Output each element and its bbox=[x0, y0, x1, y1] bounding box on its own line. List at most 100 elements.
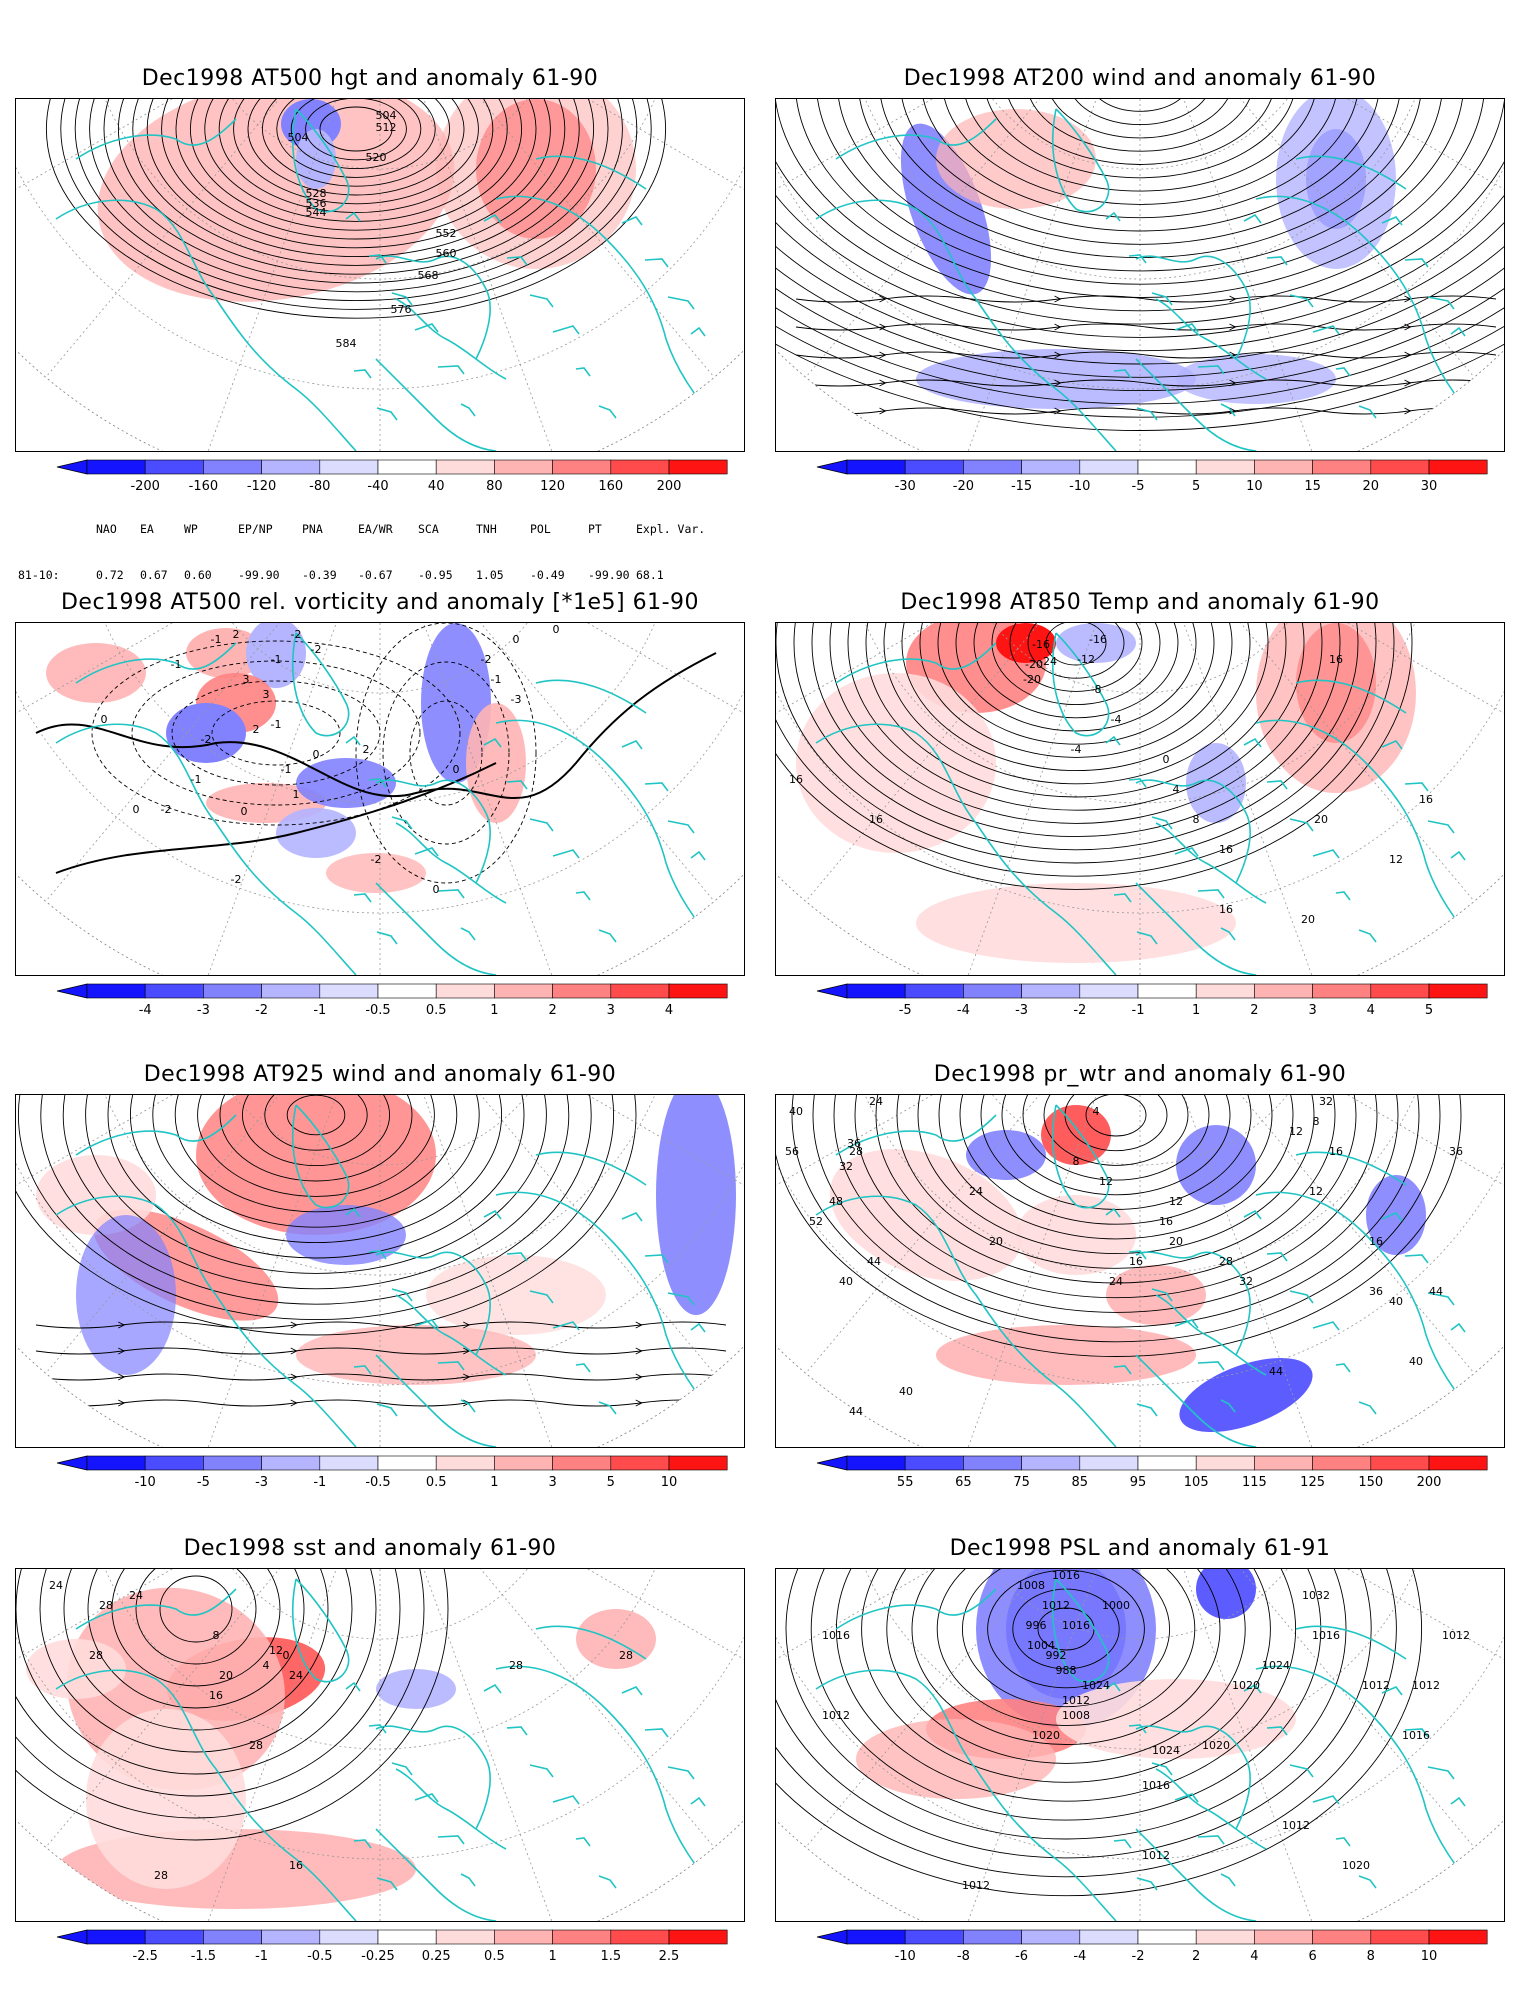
contour-label: 988 bbox=[1056, 1664, 1077, 1677]
colorbar-tick-label: 1 bbox=[1192, 1003, 1200, 1018]
coastlines bbox=[815, 1578, 1477, 1921]
colorbar-box bbox=[1428, 983, 1488, 999]
contour-line bbox=[865, 623, 1287, 798]
anomaly-shading bbox=[26, 1639, 126, 1699]
contour-label: 20 bbox=[1314, 813, 1328, 826]
teleconnection-header: EA bbox=[140, 522, 154, 536]
colorbar-box bbox=[377, 1929, 437, 1945]
colorbar: -2.5 -1.5 -1 -0.5 -0.25 0.25 0.5 1 1.5 2.5 bbox=[56, 1928, 728, 1968]
contour-label: 12 bbox=[1169, 1195, 1183, 1208]
contour-label: 48 bbox=[829, 1195, 843, 1208]
colorbar-tick-label: 160 bbox=[598, 479, 623, 494]
contour-line bbox=[233, 99, 479, 205]
colorbar-box bbox=[1137, 1455, 1197, 1471]
contour-line bbox=[355, 623, 537, 884]
graticule bbox=[16, 99, 744, 451]
colorbar: -200 -160 -120 -80 -40 40 80 120 160 200 bbox=[56, 458, 728, 498]
colorbar-box bbox=[1021, 1455, 1081, 1471]
contour-label: 1012 bbox=[1412, 1679, 1440, 1692]
contour-line bbox=[218, 99, 494, 214]
colorbar: -10 -8 -6 -4 -2 2 4 6 8 10 bbox=[816, 1928, 1488, 1968]
contour-label: 0 bbox=[313, 748, 320, 761]
colorbar-tick-label: -1 bbox=[255, 1949, 268, 1964]
contour-line bbox=[911, 1569, 1221, 1745]
anomaly-shading bbox=[76, 1215, 176, 1375]
colorbar-tick-label: 20 bbox=[1363, 479, 1380, 494]
contour-line bbox=[290, 99, 422, 170]
contour-label: 20 bbox=[219, 1669, 233, 1682]
contour-line bbox=[776, 287, 1504, 391]
colorbar-box bbox=[552, 983, 612, 999]
contour-label: 16 bbox=[1329, 1145, 1343, 1158]
teleconnection-headers: NAO EA WP EP/NP PNA EA/WR SCA TNH POL PT Expl. Var… bbox=[18, 522, 716, 536]
contour-line bbox=[965, 99, 1315, 192]
contour-line bbox=[161, 99, 551, 249]
colorbar-tick-label: -4 bbox=[139, 1003, 152, 1018]
contour-line bbox=[85, 1095, 547, 1274]
panel-title: Dec1998 pr_wtr and anomaly 61-90 bbox=[933, 1062, 1347, 1087]
contour-line bbox=[63, 1569, 329, 1731]
contour-line bbox=[16, 1569, 401, 1797]
coastlines bbox=[55, 1104, 717, 1447]
teleconnection-value: -99.90 bbox=[238, 568, 280, 582]
contour-line bbox=[131, 660, 421, 806]
map-svg bbox=[776, 99, 1504, 451]
contour-line bbox=[919, 623, 1233, 758]
contour-line bbox=[91, 640, 461, 826]
contour-line bbox=[838, 99, 1442, 272]
contour-line bbox=[261, 99, 451, 187]
anomaly-shading bbox=[86, 1709, 246, 1889]
colorbar-tick-label: 2 bbox=[1250, 1003, 1258, 1018]
colorbar-box bbox=[261, 459, 321, 475]
contour-line bbox=[922, 99, 1358, 219]
map-frame: 0 0 0 0 0 -2 -1 -1 -2 2 3 3 2 -1 1 -2 -2 -1 -1 2 -2 -2 -1 -1 -2-… bbox=[15, 622, 745, 976]
streamline bbox=[35, 1347, 727, 1355]
contour-label: 536 bbox=[306, 197, 327, 210]
contour-label: 16 bbox=[1419, 793, 1433, 806]
contour-line bbox=[197, 1095, 435, 1197]
streamline bbox=[795, 379, 1497, 387]
colorbar-box bbox=[963, 983, 1022, 999]
contour-label: 1 bbox=[293, 788, 300, 801]
contour-label: -12 bbox=[1077, 653, 1095, 666]
contour-line bbox=[854, 1095, 1378, 1299]
contour-line bbox=[847, 623, 1305, 811]
colorbar-box bbox=[610, 983, 670, 999]
colorbar-box bbox=[1137, 459, 1197, 475]
teleconnection-value: -99.90 bbox=[588, 568, 630, 582]
colorbar-box bbox=[261, 983, 321, 999]
contour-label: 44 bbox=[1269, 1365, 1283, 1378]
contour-label: 40 bbox=[839, 1275, 853, 1288]
contour-label: 1012 bbox=[962, 1879, 990, 1892]
colorbar-tick-label: -8 bbox=[957, 1949, 970, 1964]
colorbar-box bbox=[552, 1455, 612, 1471]
contour-label: 16 bbox=[1369, 1235, 1383, 1248]
contour-label: 504 bbox=[288, 131, 309, 144]
colorbar-tick-label: 2 bbox=[548, 1003, 556, 1018]
contour-label: -2 bbox=[201, 733, 212, 746]
contour-label: -16 bbox=[1089, 633, 1107, 646]
colorbar-svg: -5 -4 -3 -2 -1 1 2 3 4 5 bbox=[816, 983, 1488, 1018]
contour-label: 1024 bbox=[1262, 1659, 1290, 1672]
colorbar-box bbox=[1079, 983, 1139, 999]
contour-label: 504 bbox=[376, 109, 397, 122]
contour-label: 0 bbox=[133, 803, 140, 816]
contour-label: 4 bbox=[1173, 783, 1180, 796]
panel-title: Dec1998 AT500 hgt and anomaly 61-90 bbox=[141, 66, 599, 91]
teleconnection-value: 68.1 bbox=[636, 568, 664, 582]
contour-line bbox=[89, 99, 623, 293]
anomaly-shading bbox=[856, 1719, 1056, 1799]
colorbar-box bbox=[203, 1929, 262, 1945]
contour-label: 1000 bbox=[1102, 1599, 1130, 1612]
contour-line bbox=[880, 99, 1400, 245]
colorbar-arrow-low bbox=[56, 1929, 88, 1945]
colorbar-box bbox=[319, 983, 379, 999]
contour-line bbox=[833, 1095, 1399, 1313]
contour-label: 0 bbox=[513, 633, 520, 646]
colorbar-tick-label: 1 bbox=[490, 1003, 498, 1018]
teleconnection-row-label: 81-10: bbox=[18, 568, 60, 582]
contour-line bbox=[901, 623, 1251, 772]
colorbar-tick-label: 3 bbox=[548, 1475, 556, 1490]
contour-label: -2 bbox=[481, 653, 492, 666]
